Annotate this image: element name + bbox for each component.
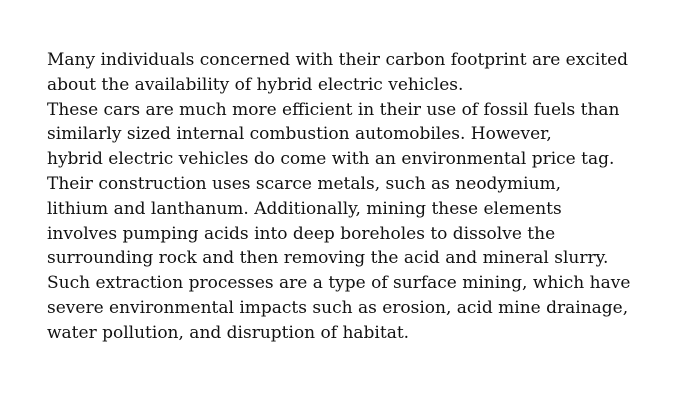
passage-line: These cars are much more efficient in th… xyxy=(47,99,620,120)
passage-line: similarly sized internal combustion auto… xyxy=(47,124,552,145)
passage-line: involves pumping acids into deep borehol… xyxy=(47,223,556,244)
passage-line: water pollution, and disruption of habit… xyxy=(47,322,410,343)
text-passage: Many individuals concerned with their ca… xyxy=(47,48,687,346)
passage-line: surrounding rock and then removing the a… xyxy=(47,248,609,269)
passage-line: Many individuals concerned with their ca… xyxy=(47,50,629,70)
passage-line: hybrid electric vehicles do come with an… xyxy=(47,149,615,170)
passage-line: Their construction uses scarce metals, s… xyxy=(47,173,562,194)
passage-line: severe environmental impacts such as ero… xyxy=(47,297,629,318)
passage-line: Such extraction processes are a type of … xyxy=(47,273,631,294)
passage-line: lithium and lanthanum. Additionally, min… xyxy=(47,198,562,219)
passage-line: about the availability of hybrid electri… xyxy=(47,74,464,95)
